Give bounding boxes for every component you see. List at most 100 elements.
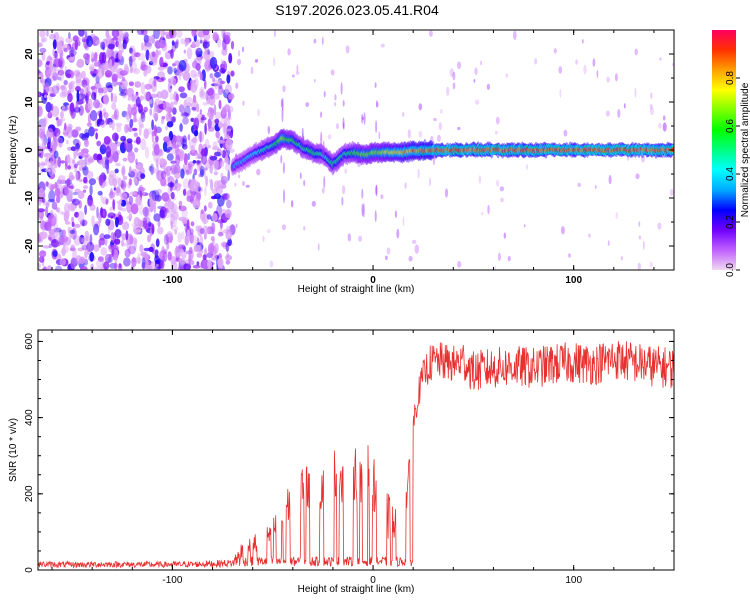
spectrogram-cell xyxy=(154,112,159,122)
spectrogram-cell xyxy=(322,145,324,160)
spectrogram-cell xyxy=(55,231,61,242)
spectrogram-cell xyxy=(59,179,68,184)
spectrogram-cell xyxy=(592,58,596,67)
spectrogram-cell xyxy=(43,83,49,95)
spectrogram-cell xyxy=(143,106,148,113)
y-tick-label: 20 xyxy=(24,48,35,60)
spectrogram-cell xyxy=(76,71,80,78)
spectrogram-cell xyxy=(75,126,82,132)
spectrogram-cell xyxy=(180,168,185,179)
spectrogram-cell xyxy=(596,70,599,78)
spectrogram-cell xyxy=(196,261,200,266)
spectrogram-cell xyxy=(204,122,207,135)
spectrogram-cell xyxy=(122,175,128,181)
spectrogram-cell xyxy=(334,102,337,107)
spectrogram-cell xyxy=(213,243,219,254)
spectrogram-cell xyxy=(374,82,377,89)
spectrogram-cell xyxy=(111,30,120,38)
spectrogram-cell xyxy=(213,159,219,171)
spectrogram-cell xyxy=(122,31,129,38)
spectrogram-cell xyxy=(402,216,405,227)
spectrogram-cell xyxy=(320,131,323,147)
spectrogram-cell xyxy=(238,50,240,57)
y-tick-label: 200 xyxy=(24,485,35,502)
spectrogram-cell xyxy=(125,112,131,120)
spectrogram-cell xyxy=(88,126,95,137)
spectrogram-cell xyxy=(110,231,114,243)
spectrogram-cell xyxy=(155,135,159,143)
spectrogram-cell xyxy=(192,60,197,68)
spectrogram-cell xyxy=(96,140,102,147)
spectrogram-cell xyxy=(273,30,276,38)
spectrogram-cell xyxy=(38,210,44,219)
spectrogram-cell xyxy=(159,56,164,68)
spectrogram-cell xyxy=(217,257,224,269)
spectrogram-cell xyxy=(151,249,160,255)
spectrogram-cell xyxy=(64,221,71,225)
spectrogram-cell xyxy=(144,83,153,90)
spectrogram-cell xyxy=(171,40,175,46)
spectrogram-cell xyxy=(226,117,233,121)
spectrogram-cell xyxy=(204,47,210,56)
spectrogram-cell xyxy=(53,150,59,159)
spectrogram-cell xyxy=(342,117,345,129)
spectrogram-cell xyxy=(38,187,44,199)
spectrogram-cell xyxy=(206,96,210,105)
spectrogram-cell xyxy=(46,265,53,270)
spectrogram-cell xyxy=(173,67,178,74)
spectrogram-cell xyxy=(202,254,207,260)
spectrogram-cell xyxy=(80,153,88,158)
spectrogram-cell xyxy=(129,47,134,54)
spectrogram-cell xyxy=(76,150,79,157)
spectrogram-cell xyxy=(457,261,462,268)
spectrogram-cell xyxy=(361,113,364,124)
spectrogram-cell xyxy=(121,167,126,175)
spectrogram-cell xyxy=(79,219,88,227)
spectrogram-cell xyxy=(436,134,441,142)
spectrogram-cell xyxy=(121,243,129,247)
spectrogram-cell xyxy=(153,77,157,88)
spectrogram-cell xyxy=(75,101,79,113)
spectrogram-cell xyxy=(224,209,232,219)
spectrogram-cell xyxy=(182,143,188,150)
spectrogram-cell xyxy=(197,225,203,237)
spectrogram-cell xyxy=(358,235,363,242)
spectrogram-cell xyxy=(45,101,52,113)
spectrogram-cell xyxy=(138,203,144,216)
spectrogram-cell xyxy=(43,37,48,43)
spectrogram-cell xyxy=(189,179,197,192)
spectrogram-cell xyxy=(64,184,69,197)
spectrogram-cell xyxy=(216,204,223,217)
spectrogram-cell xyxy=(499,186,505,192)
spectrogram-cell xyxy=(43,152,52,158)
spectrogram-cell xyxy=(125,141,133,153)
spectrogram-cells xyxy=(38,30,674,270)
spectrogram-cell xyxy=(192,264,201,269)
spectrogram-cell xyxy=(70,232,74,239)
spectrogram-cell xyxy=(191,41,196,48)
spectrogram-cell xyxy=(93,52,98,62)
spectrogram-cell xyxy=(145,261,152,270)
spectrogram-cell xyxy=(85,95,88,102)
spectrogram-cell xyxy=(199,130,202,143)
spectrogram-cell xyxy=(98,212,102,224)
spectrogram-cell xyxy=(180,231,185,240)
spectrogram-cell xyxy=(105,218,111,226)
spectrogram-cell xyxy=(81,236,90,245)
spectrogram-cell xyxy=(109,142,118,154)
spectrogram-cell xyxy=(212,78,215,83)
spectrogram-cell xyxy=(183,49,186,54)
spectrogram-cell xyxy=(191,30,197,37)
spectrogram-cell xyxy=(70,46,74,58)
spectrogram-cell xyxy=(213,104,217,116)
spectrogram-cell xyxy=(166,120,174,128)
spectrogram-cell xyxy=(136,171,143,182)
spectrogram-cell xyxy=(188,138,197,148)
spectrogram-cell xyxy=(178,205,187,212)
spectrogram-cell xyxy=(160,260,165,269)
spectrogram-cell xyxy=(226,130,233,139)
spectrogram-cell xyxy=(41,50,46,61)
spectrogram-cell xyxy=(141,42,144,51)
spectrogram-cell xyxy=(69,229,75,234)
spectrogram-cell xyxy=(473,79,476,83)
